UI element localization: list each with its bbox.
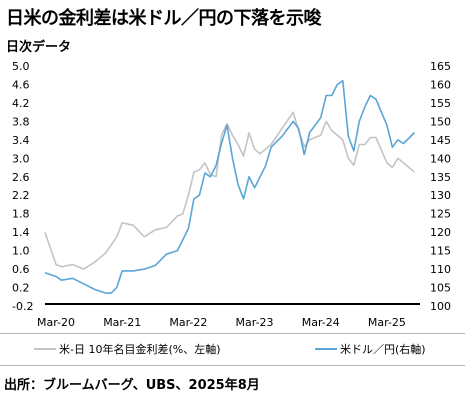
x-tick-label: Mar-25 [368,316,406,329]
chart-svg: 5.0 4.6 4.2 3.8 3.4 3.0 2.6 2.2 1.8 1.4 1.0 0.6 0.2 -… [12,60,451,329]
y-left-tick-label: 1.4 [12,226,30,239]
legend-divider-bottom [0,365,465,366]
x-tick-label: Mar-22 [169,316,207,329]
chart-title: 日米の金利差は米ドル／円の下落を示唆 [6,8,322,29]
spread-series-line [44,111,416,270]
y-right-tick-label: 145 [430,134,451,147]
y-right-tick-label: 135 [430,171,451,184]
y-right-tick-label: 160 [430,78,451,91]
y-left-tick-label: 4.2 [12,97,30,110]
usdjpy-series-line [44,80,416,294]
y-right-tick-label: 155 [430,97,451,110]
y-right-tick-label: 115 [430,245,451,258]
y-left-tick-label: 0.2 [12,282,30,295]
y-left-tick-label: 3.0 [12,152,30,165]
y-right-tick-label: 110 [430,263,451,276]
y-left-tick-label: 2.2 [12,189,30,202]
y-right-tick-label: 100 [430,300,451,313]
x-tick-label: Mar-23 [236,316,274,329]
y-left-tick-label: 1.8 [12,208,30,221]
y-right-tick-label: 140 [430,152,451,165]
legend-swatch-usdjpy [315,348,337,350]
y-left-tick-label: -0.2 [12,300,33,313]
y-right-tick-label: 150 [430,115,451,128]
legend-label-usdjpy: 米ドル／円(右軸) [340,343,426,356]
y-right-tick-label: 125 [430,208,451,221]
y-right-tick-label: 165 [430,60,451,73]
legend-item-spread: 米-日 10年名目金利差(%、左軸) [34,341,221,357]
y-right-tick-label: 130 [430,189,451,202]
y-left-tick-label: 0.6 [12,263,30,276]
y-right-tick-label: 105 [430,282,451,295]
y-left-tick-label: 3.4 [12,134,30,147]
y-left-tick-label: 4.6 [12,78,30,91]
legend-item-usdjpy: 米ドル／円(右軸) [315,341,426,357]
y-left-tick-label: 1.0 [12,245,30,258]
source-note: 出所：ブルームバーグ、UBS、2025年8月 [4,378,260,393]
x-tick-label: Mar-21 [103,316,141,329]
legend-swatch-spread [34,348,56,350]
y-right-tick-label: 120 [430,226,451,239]
chart-subtitle: 日次データ [6,40,72,55]
y-left-tick-label: 3.8 [12,115,30,128]
x-tick-label: Mar-24 [302,316,340,329]
x-tick-label: Mar-20 [37,316,75,329]
legend-label-spread: 米-日 10年名目金利差(%、左軸) [59,343,221,356]
y-left-tick-label: 2.6 [12,171,30,184]
legend-divider-top [0,333,465,334]
y-left-tick-label: 5.0 [12,60,30,73]
